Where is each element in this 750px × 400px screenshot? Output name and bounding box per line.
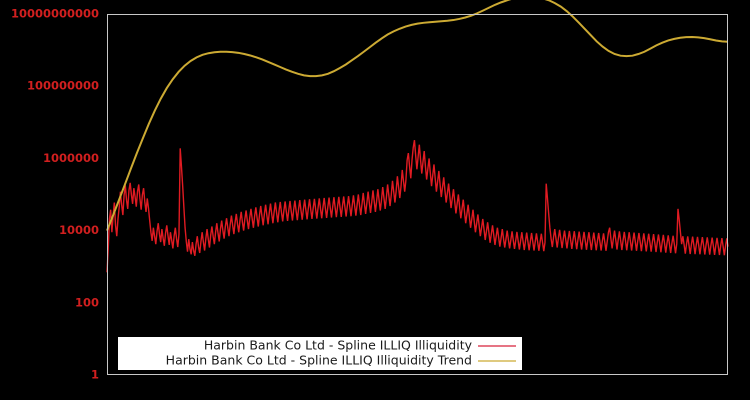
y-axis-tick-labels: 10000000000 100000000 1000000 10000 100 1	[11, 7, 99, 382]
legend-background	[118, 337, 522, 370]
y-axis-tick-label: 10000	[59, 223, 99, 237]
plot-frame-border	[107, 14, 728, 375]
legend-entry-label: Harbin Bank Co Ltd - Spline ILLIQ Illiqu…	[204, 338, 473, 353]
series-line-illiquidity-trend	[106, 0, 729, 231]
y-axis-tick-label: 1	[91, 368, 99, 382]
series-line-illiquidity	[106, 140, 729, 273]
y-axis-tick-label: 100	[75, 295, 99, 309]
y-axis-tick-label: 10000000000	[11, 7, 99, 21]
data-series-group	[106, 0, 729, 273]
chart-legend[interactable]: Harbin Bank Co Ltd - Spline ILLIQ Illiqu…	[118, 337, 522, 370]
y-axis-tick-label: 1000000	[43, 151, 99, 165]
y-axis-tick-label: 100000000	[27, 79, 99, 93]
legend-entry-label: Harbin Bank Co Ltd - Spline ILLIQ Illiqu…	[166, 353, 472, 368]
plot-area-background	[107, 14, 728, 375]
